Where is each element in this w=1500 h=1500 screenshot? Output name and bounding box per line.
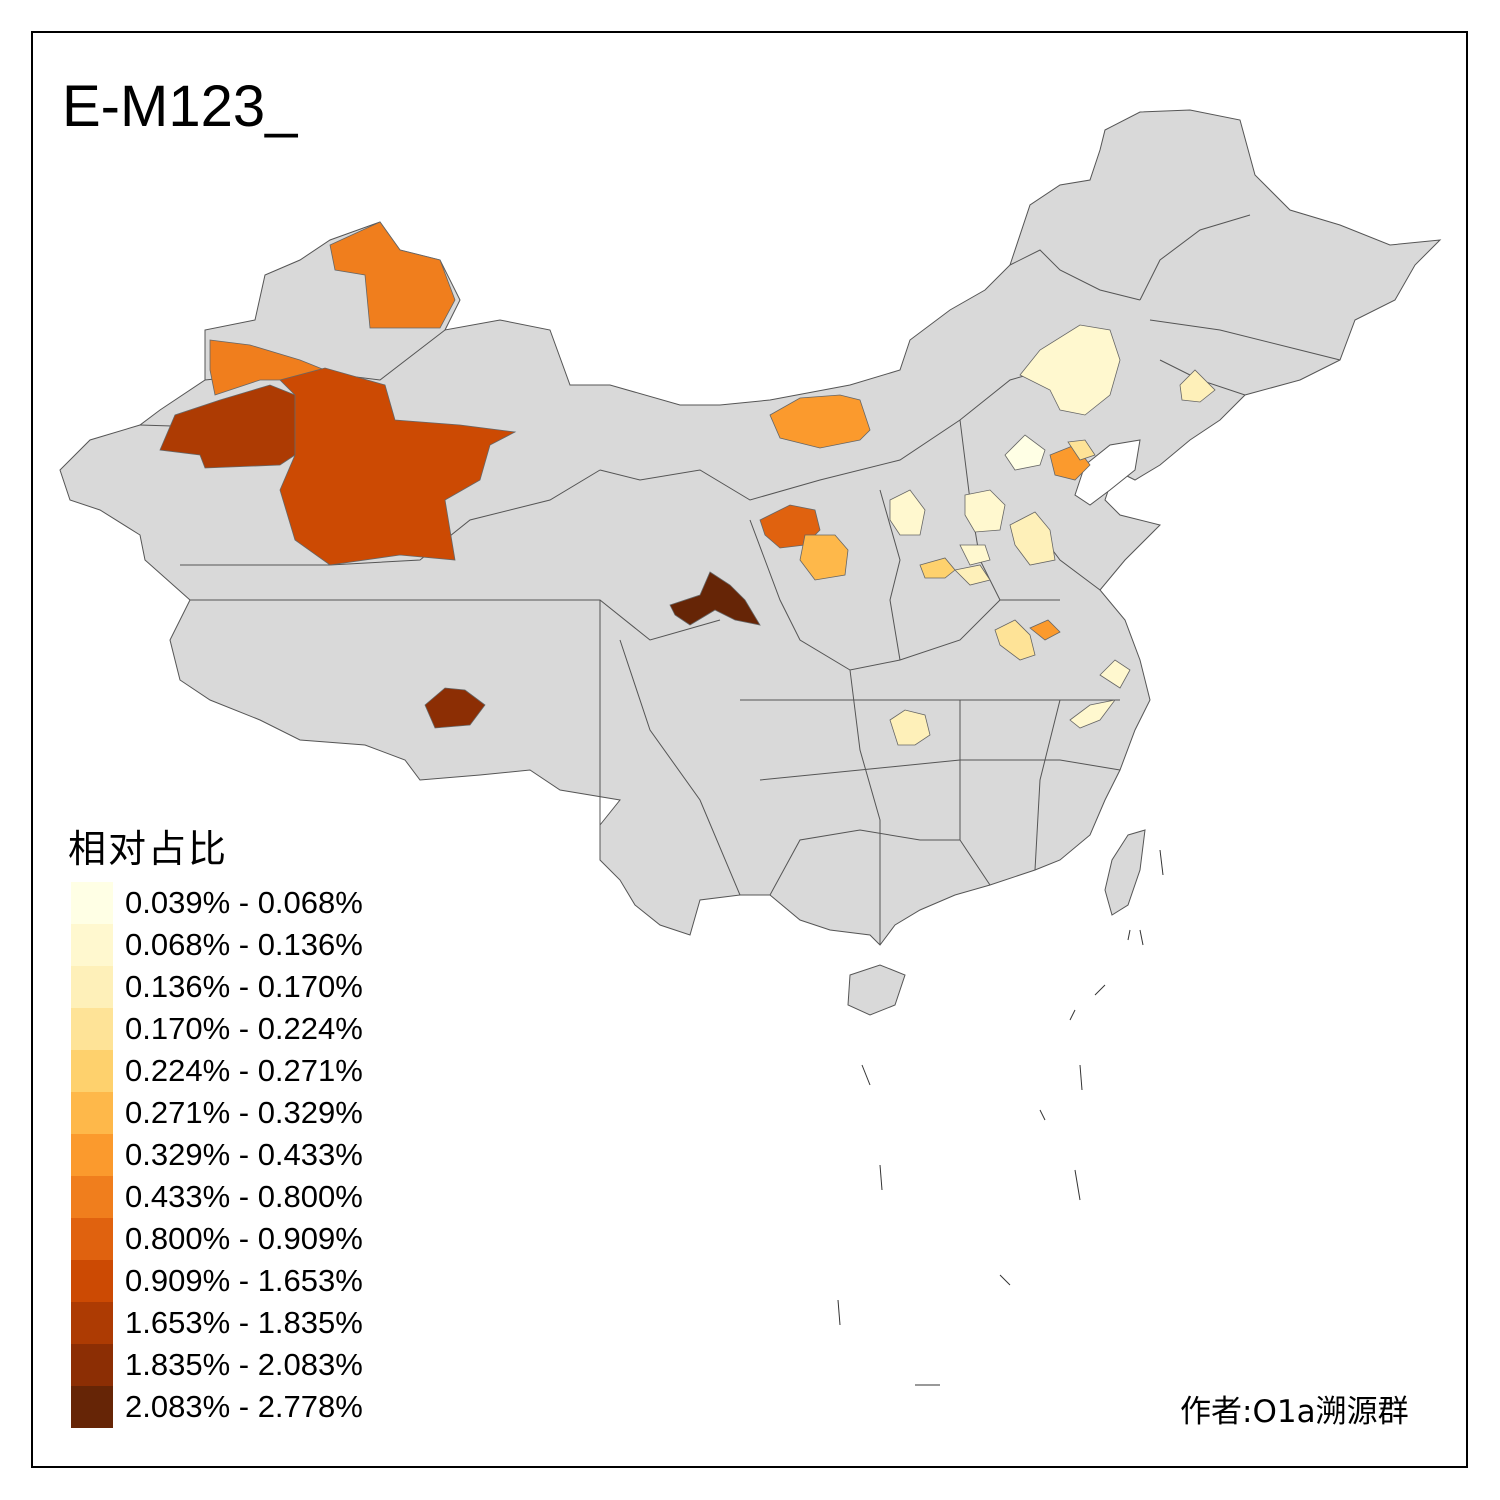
legend-item: 1.653% - 1.835% [71,1302,363,1344]
legend-item: 0.329% - 0.433% [71,1134,363,1176]
region-fuyang [994,619,1036,661]
legend-swatch [71,1008,113,1050]
region-bayingol [279,367,517,566]
legend-label: 0.433% - 0.800% [125,1179,363,1214]
region-zhengzhou [954,564,991,586]
legend-item: 1.835% - 2.083% [71,1344,363,1386]
highlighted-regions [159,221,1216,746]
legend-item: 0.800% - 0.909% [71,1218,363,1260]
region-yichang [889,709,931,746]
region-bayannur [769,394,871,449]
legend-item: 0.170% - 0.224% [71,1008,363,1050]
legend-swatch [71,1134,113,1176]
region-luoyang [919,557,956,579]
region-taiyuan [889,489,926,536]
region-xining [669,571,761,626]
legend-swatch [71,1260,113,1302]
south-sea-islands [837,849,1164,1386]
legend-label: 0.068% - 0.136% [125,927,363,962]
region-yulin [799,534,849,581]
legend-item: 0.909% - 1.653% [71,1260,363,1302]
legend-label: 0.800% - 0.909% [125,1221,363,1256]
legend-label: 0.909% - 1.653% [125,1263,363,1298]
region-nanjing [1099,659,1131,689]
legend-swatch [71,1344,113,1386]
legend-item: 0.224% - 0.271% [71,1050,363,1092]
legend-label: 0.329% - 0.433% [125,1137,363,1172]
legend-label: 0.136% - 0.170% [125,969,363,1004]
map-title: E-M123_ [62,74,298,139]
region-chengde [1179,369,1216,403]
region-handan [959,544,991,566]
legend-item: 0.039% - 0.068% [71,882,363,924]
legend-label: 0.271% - 0.329% [125,1095,363,1130]
taiwan-island [1104,829,1146,916]
map-frame [31,31,1468,1468]
china-landmass [59,109,1442,946]
legend-item: 0.068% - 0.136% [71,924,363,966]
legend-label: 2.083% - 2.778% [125,1389,363,1424]
legend-swatch [71,924,113,966]
legend-label: 1.835% - 2.083% [125,1347,363,1382]
legend-label: 0.039% - 0.068% [125,885,363,920]
legend: 0.039% - 0.068% 0.068% - 0.136% 0.136% -… [71,882,363,1428]
legend-item: 0.271% - 0.329% [71,1092,363,1134]
legend-item: 0.136% - 0.170% [71,966,363,1008]
region-hebei-south [1009,511,1056,566]
legend-swatch [71,1176,113,1218]
region-zhangjiakou [1019,324,1121,416]
legend-label: 0.224% - 0.271% [125,1053,363,1088]
author-credit: 作者:O1a溯源群 [1180,1394,1409,1430]
legend-item: 2.083% - 2.778% [71,1386,363,1428]
legend-swatch [71,882,113,924]
region-hangzhou [1069,699,1116,729]
region-shijiazhuang [964,489,1006,533]
region-altay [329,221,456,329]
legend-title: 相对占比 [68,827,229,871]
legend-swatch [71,1050,113,1092]
region-lhasa [424,687,486,729]
legend-swatch [71,1218,113,1260]
legend-swatch [71,1092,113,1134]
region-tangshan [1067,439,1096,461]
legend-label: 0.170% - 0.224% [125,1011,363,1046]
region-bengbu [1029,619,1061,641]
bohai-sea [1074,439,1141,506]
legend-label: 1.653% - 1.835% [125,1305,363,1340]
region-beijing [1004,434,1046,471]
legend-swatch [71,1386,113,1428]
hainan-island [847,964,906,1016]
legend-swatch [71,1302,113,1344]
legend-item: 0.433% - 0.800% [71,1176,363,1218]
legend-swatch [71,966,113,1008]
